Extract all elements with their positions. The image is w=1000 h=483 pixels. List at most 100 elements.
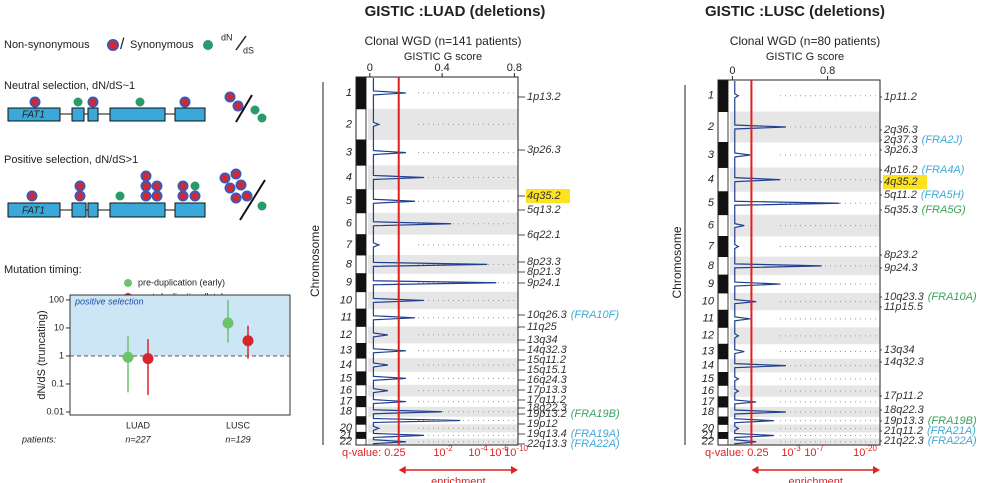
chrom-label: 17 [340, 395, 353, 407]
chrom-label: 5 [708, 197, 715, 209]
q-exp: -2 [446, 444, 454, 453]
band-name: 4q35.2 [884, 176, 918, 188]
fragile-site: (FRA2J) [922, 134, 963, 146]
band-name: 19p13.2 [527, 408, 567, 420]
fragile-site: (FRA21A) [927, 425, 976, 437]
band-label: 6q22.1 [527, 229, 561, 241]
ideogram [717, 214, 729, 237]
ideogram [717, 396, 729, 408]
y-axis-label: Chromosome [308, 225, 322, 297]
band-label: 13q34 [527, 334, 558, 346]
q-base: 10 [489, 447, 501, 459]
ideogram [355, 291, 367, 310]
q-exp: -6 [502, 444, 510, 453]
enrichment-label: enrichment [431, 476, 485, 483]
band-label: 3p26.3 [527, 144, 562, 156]
point [122, 351, 134, 363]
q-tick-label: 10-20 [853, 444, 877, 459]
band-highlight [883, 175, 927, 189]
patients-count: n=129 [225, 434, 250, 444]
chrom-label: 9 [708, 278, 714, 290]
chrom-label: 8 [346, 258, 353, 270]
fragile-site: (FRA22A) [928, 435, 977, 447]
score-profile [372, 78, 497, 445]
gene-label: FAT1 [22, 206, 45, 217]
ideogram [717, 111, 729, 143]
band-label: 4q35.2 [884, 176, 918, 188]
plot-frame [717, 79, 881, 446]
ideogram [717, 256, 729, 276]
band-name: 18q22.3 [527, 402, 568, 414]
chrom-label: 14 [340, 359, 352, 371]
band-label: 5q13.2 [527, 204, 561, 216]
band-label: 19p13.2 (FRA19B) [527, 408, 620, 420]
ideogram [717, 432, 729, 439]
band-name: 11q25 [527, 321, 558, 333]
band-name: 15q15.1 [527, 364, 567, 376]
chrom-label: 20 [339, 422, 353, 434]
point [222, 317, 234, 329]
ideogram [355, 76, 367, 110]
band-label: 10q23.3 (FRA10A) [884, 291, 977, 303]
band-name: 13q34 [527, 334, 558, 346]
band-label: 18q22.3 [527, 402, 568, 414]
ideogram [355, 423, 367, 433]
chrom-label: 21 [339, 429, 352, 441]
chrom-label: 3 [346, 147, 353, 159]
ideogram [717, 142, 729, 168]
ideogram [355, 395, 367, 408]
ideogram [717, 326, 729, 345]
chrom-label: 6 [346, 218, 353, 230]
panel-subtitle: Clonal WGD (n=141 patients) [364, 34, 521, 48]
legend-dot [124, 279, 132, 287]
band-label: 3p26.3 [884, 144, 919, 156]
q-base: 10 [781, 447, 793, 459]
band-label: 18q22.3 [884, 404, 925, 416]
chrom-label: 5 [346, 195, 353, 207]
band-label: 13q34 [884, 344, 915, 356]
chrom-label: 6 [708, 219, 715, 231]
fragile-site: (FRA4A) [922, 164, 965, 176]
band-name: 10q23.3 [884, 291, 925, 303]
legend-label: pre-duplication (early) [138, 277, 225, 287]
band-label: 10q26.3 (FRA10F) [527, 309, 619, 321]
band-name: 3p26.3 [527, 144, 562, 156]
band-highlight [526, 189, 570, 203]
x-axis-label: GISTIC G score [766, 51, 844, 63]
band-label: 14q32.3 [527, 344, 568, 356]
band-label: 9p24.3 [884, 262, 919, 274]
slash: / [120, 36, 125, 53]
band-name: 17p11.2 [884, 390, 923, 402]
band-name: 14q32.3 [884, 356, 925, 368]
ideogram [717, 358, 729, 373]
q-tick-label: 10-2 [433, 444, 453, 459]
score-profile [734, 81, 840, 445]
band-label: 21q22.3 (FRA22A) [883, 435, 977, 447]
band-label: 1p13.2 [527, 91, 561, 103]
band-name: 6q22.1 [527, 229, 561, 241]
band-name: 1p13.2 [527, 91, 561, 103]
band-name: 8p21.3 [527, 266, 562, 278]
ideogram [717, 424, 729, 433]
band-label: 19p12 [527, 418, 558, 430]
ideogram [717, 236, 729, 258]
shade [70, 295, 290, 356]
band-label: 17q11.2 [527, 394, 566, 406]
syn-label: Synonymous [130, 39, 194, 51]
band-label: 4q35.2 [527, 190, 561, 202]
fragile-site: (FRA5G) [922, 204, 966, 216]
gene-neutral [7, 91, 267, 123]
ideogram [717, 343, 729, 360]
ideogram [355, 343, 367, 359]
y-tick-label: 1 [59, 350, 64, 360]
ideogram [355, 234, 367, 256]
ideogram [717, 274, 729, 294]
q-exp: -4 [481, 444, 489, 453]
band-name: 21q22.3 [883, 435, 925, 447]
ratio-slash [235, 35, 247, 51]
band-label: 17p11.2 [884, 390, 923, 402]
band-name: 19p12 [527, 418, 558, 430]
band-name: 14q32.3 [527, 344, 568, 356]
band-label: 8p21.3 [527, 266, 562, 278]
